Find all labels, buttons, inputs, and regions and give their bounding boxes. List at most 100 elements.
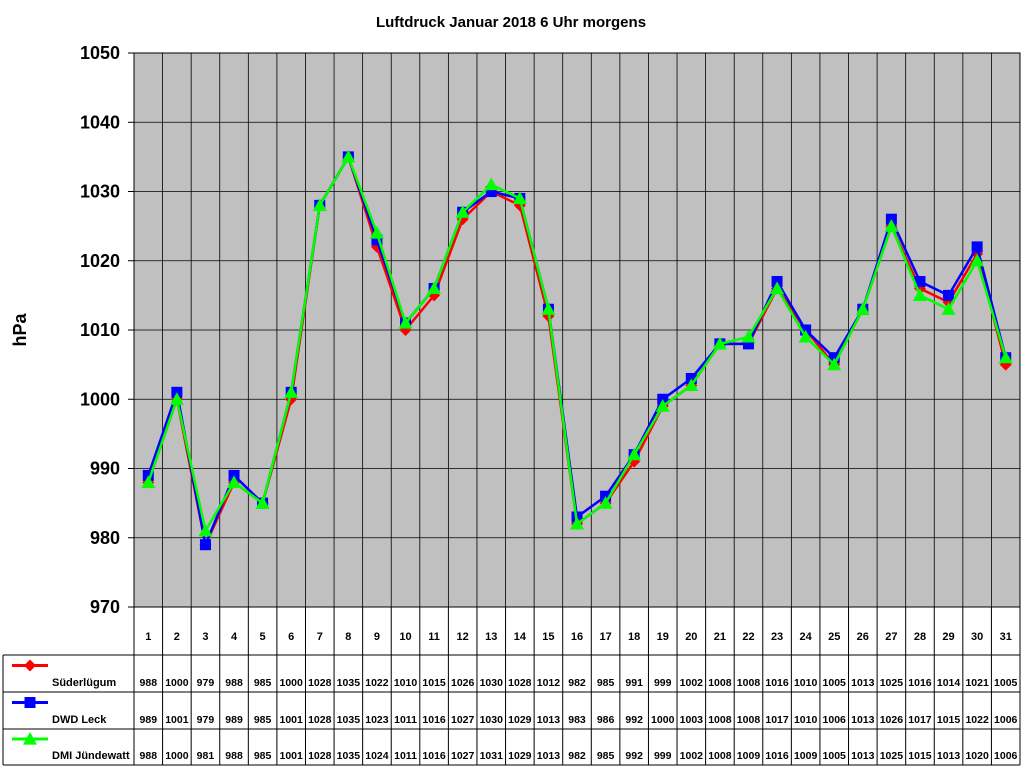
table-value: 1000 — [165, 750, 189, 762]
series-dmi-j-ndewatt — [141, 149, 1013, 537]
table-value: 1017 — [908, 714, 932, 726]
table-value: 979 — [197, 677, 215, 689]
table-value: 1035 — [337, 750, 361, 762]
table-value: 1026 — [880, 714, 904, 726]
data-point — [141, 475, 156, 488]
table-value: 1035 — [337, 714, 361, 726]
table-value: 1020 — [965, 750, 989, 762]
category-label: 6 — [288, 631, 294, 643]
category-label: 29 — [942, 631, 954, 643]
table-value: 992 — [625, 714, 643, 726]
category-label: 16 — [571, 631, 583, 643]
table-value: 982 — [568, 750, 586, 762]
table-value: 1006 — [994, 750, 1018, 762]
table-value: 1028 — [308, 677, 332, 689]
table-value: 1028 — [308, 750, 332, 762]
data-table: 1 2 3 4 5 6 7 8 9 10 11 12 13 14 15 16 17 18 19 20 21 22 23 24 2… — [2, 607, 1021, 766]
legend-entry: Süderlügum — [12, 659, 116, 689]
category-label: 9 — [374, 631, 380, 643]
table-value: 1025 — [880, 750, 904, 762]
legend-label: Süderlügum — [52, 677, 116, 689]
category-label: 17 — [599, 631, 611, 643]
legend-label: DWD Leck — [52, 714, 107, 726]
data-point — [684, 378, 699, 391]
data-point — [884, 219, 899, 232]
data-point — [770, 281, 785, 295]
table-value: 989 — [140, 714, 158, 726]
table-value: 1027 — [451, 750, 475, 762]
table-value: 1008 — [737, 677, 761, 689]
category-label: 20 — [685, 631, 697, 643]
data-point — [199, 539, 211, 551]
data-point — [484, 177, 499, 191]
data-point — [485, 186, 497, 197]
legend-entry: DMI Jündewatt — [12, 732, 130, 762]
table-value: 1003 — [680, 714, 704, 726]
table-value: 1005 — [823, 677, 847, 689]
y-tick-label: 1000 — [80, 389, 120, 409]
data-point — [255, 496, 270, 509]
table-value: 986 — [597, 714, 615, 726]
data-point — [655, 399, 670, 412]
table-value: 1013 — [937, 750, 961, 762]
category-label: 23 — [771, 631, 783, 643]
table-value: 1000 — [165, 677, 189, 689]
data-point — [712, 336, 727, 350]
table-value: 1002 — [680, 750, 704, 762]
data-point — [312, 198, 327, 211]
table-value: 1024 — [365, 750, 389, 762]
data-point — [398, 316, 413, 329]
table-value: 988 — [225, 677, 243, 689]
data-point — [341, 149, 356, 163]
table-value: 1022 — [965, 714, 989, 726]
category-label: 10 — [399, 631, 411, 643]
table-value: 1016 — [422, 750, 446, 762]
table-value: 1008 — [708, 714, 732, 726]
plot-area: 970 980 990 1000 1010 1020 1030 1040 1050 — [80, 43, 1021, 617]
table-value: 1029 — [508, 750, 532, 762]
table-value: 1015 — [422, 677, 446, 689]
data-point — [627, 447, 642, 461]
table-value: 1021 — [965, 677, 989, 689]
y-tick-label: 1030 — [80, 182, 120, 202]
category-label: 21 — [714, 631, 726, 643]
table-value: 1016 — [908, 677, 932, 689]
table-value: 1006 — [823, 714, 847, 726]
table-value: 991 — [625, 677, 643, 689]
table-value: 979 — [197, 714, 215, 726]
table-value: 1001 — [280, 714, 304, 726]
category-label: 8 — [345, 631, 351, 643]
data-point — [855, 302, 870, 315]
category-label: 30 — [971, 631, 983, 643]
table-value: 1008 — [737, 714, 761, 726]
category-label: 13 — [485, 631, 497, 643]
table-value: 1030 — [480, 677, 504, 689]
table-value: 1013 — [851, 677, 875, 689]
table-value: 1009 — [794, 750, 818, 762]
table-value: 1028 — [308, 714, 332, 726]
table-value: 1029 — [508, 714, 532, 726]
table-value: 1005 — [823, 750, 847, 762]
table-value: 1013 — [537, 714, 561, 726]
data-point — [369, 226, 384, 239]
data-point — [741, 329, 756, 343]
table-value: 999 — [654, 750, 672, 762]
data-point — [541, 302, 556, 315]
y-tick-label: 1020 — [80, 251, 120, 271]
table-value: 1001 — [165, 714, 189, 726]
data-point — [971, 241, 983, 253]
table-value: 1026 — [451, 677, 475, 689]
table-value: 982 — [568, 677, 586, 689]
data-point — [512, 191, 527, 205]
table-value: 988 — [140, 750, 158, 762]
table-value: 989 — [225, 714, 243, 726]
y-axis-label: hPa — [10, 313, 30, 347]
data-point — [998, 350, 1013, 364]
table-value: 1013 — [537, 750, 561, 762]
table-value: 1035 — [337, 677, 361, 689]
table-value: 1008 — [708, 750, 732, 762]
table-value: 1011 — [394, 714, 417, 726]
data-point — [941, 302, 956, 315]
chart-title: Luftdruck Januar 2018 6 Uhr morgens — [376, 14, 646, 31]
